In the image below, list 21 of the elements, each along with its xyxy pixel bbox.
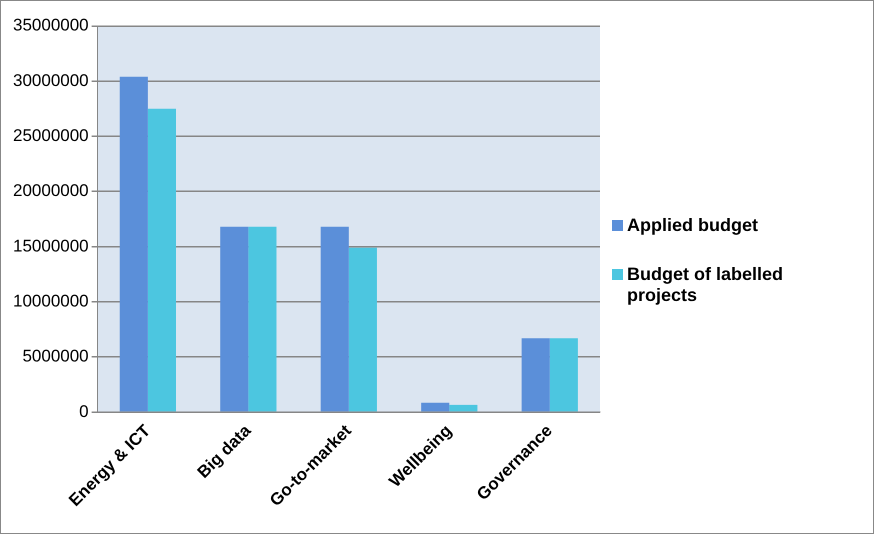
- bar: [421, 402, 450, 412]
- bar: [120, 76, 148, 412]
- bar: [220, 226, 248, 412]
- legend-label: Applied budget: [627, 215, 758, 236]
- x-tick-label: Big data: [194, 420, 255, 482]
- y-tick-label: 20000000: [12, 181, 89, 200]
- bar: [248, 226, 276, 412]
- y-tick-label: 30000000: [12, 70, 89, 90]
- y-tick-label: 15000000: [12, 236, 89, 256]
- bar: [522, 338, 550, 412]
- bar: [148, 108, 176, 412]
- legend-label: Budget of labelled projects: [627, 264, 784, 306]
- bar: [449, 404, 478, 412]
- bar: [320, 226, 349, 412]
- y-tick-label: 35000000: [12, 16, 89, 35]
- bar: [348, 248, 377, 412]
- bar: [550, 338, 578, 412]
- y-tick-label: 5000000: [22, 346, 89, 366]
- y-tick-label: 0: [79, 402, 89, 421]
- y-tick-label: 10000000: [12, 291, 89, 310]
- y-tick-label: 25000000: [12, 126, 89, 145]
